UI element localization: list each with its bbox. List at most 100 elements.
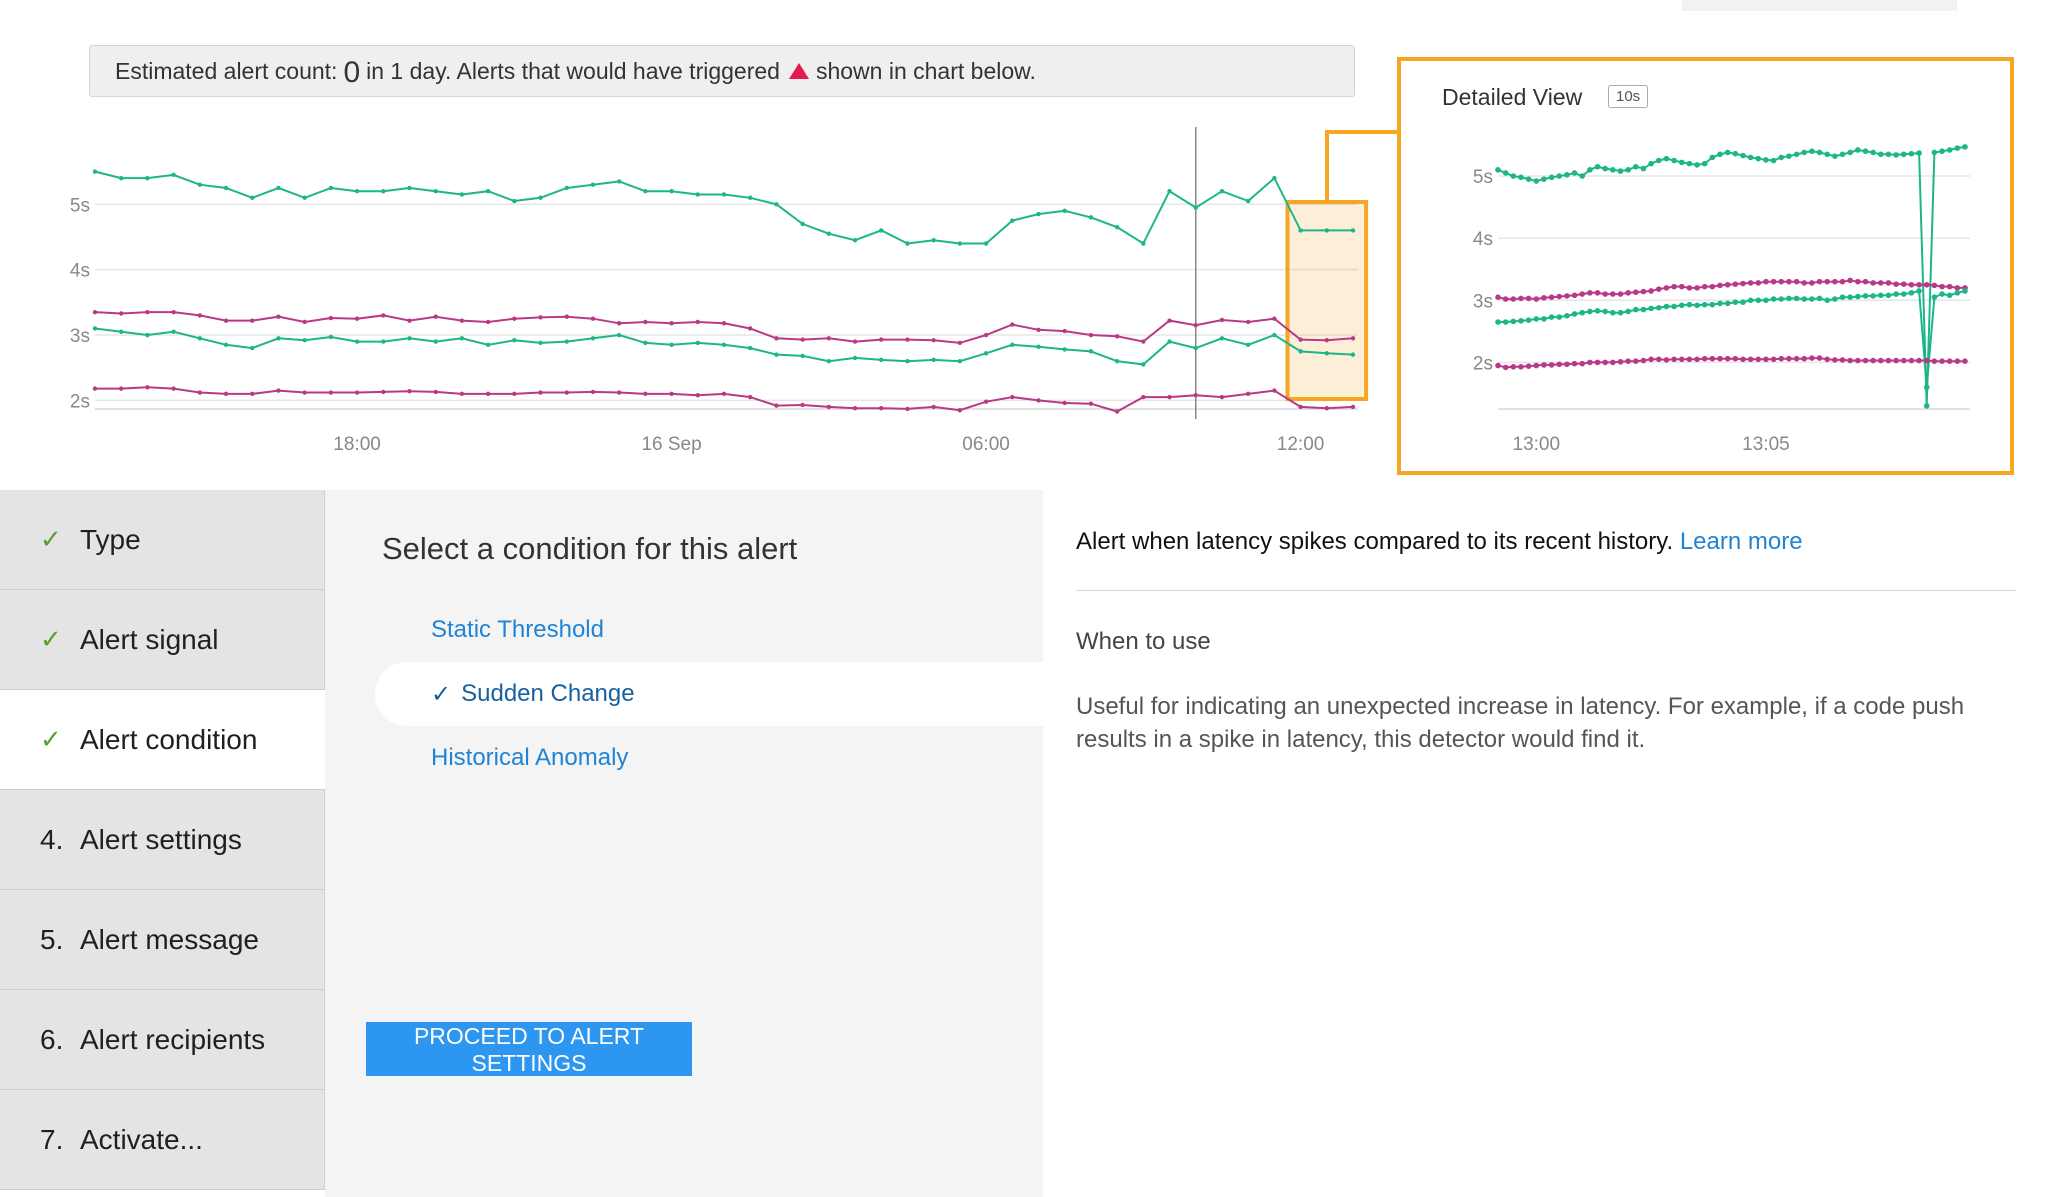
series-point	[1954, 358, 1961, 364]
option-historical-anomaly[interactable]: Historical Anomaly	[325, 726, 1043, 790]
option-label: Historical Anomaly	[431, 744, 629, 771]
series-point	[1564, 293, 1570, 299]
series-point	[1678, 159, 1685, 166]
step-number: 7.	[40, 1123, 64, 1155]
series-point	[905, 337, 910, 342]
series-point	[1855, 147, 1861, 153]
series-point	[1579, 173, 1586, 179]
series-point	[328, 315, 334, 321]
proceed-to-alert-settings-button[interactable]: PROCEED TO ALERT SETTINGS	[366, 1022, 692, 1076]
series-point	[1847, 294, 1853, 300]
step-alert-settings[interactable]: 4. Alert settings	[0, 790, 325, 890]
series-point	[1625, 290, 1631, 296]
main-latency-chart[interactable]: 5s 4s 3s 2s 18:00 16 Sep 06:00 12:00	[0, 110, 1380, 460]
series-point	[1747, 154, 1754, 161]
series-point	[1877, 280, 1884, 286]
series-point	[1893, 281, 1899, 287]
series-point	[485, 391, 491, 397]
series-point	[1870, 280, 1876, 286]
series-point	[957, 407, 963, 413]
series-point	[1946, 358, 1953, 364]
series-point	[1610, 309, 1616, 316]
check-icon: ✓	[40, 724, 62, 754]
series-point	[1816, 149, 1823, 156]
series-point	[1954, 145, 1961, 151]
series-point	[616, 179, 622, 184]
series-point	[512, 316, 517, 321]
series-point	[774, 202, 779, 207]
series-point	[1701, 355, 1708, 362]
series-point	[774, 336, 779, 341]
series-point	[1671, 356, 1677, 363]
series-point	[1786, 295, 1792, 302]
series-point	[1900, 357, 1907, 364]
series-point	[957, 241, 963, 246]
series-point	[826, 404, 832, 410]
option-static-threshold[interactable]: Static Threshold	[325, 598, 1043, 662]
step-alert-signal[interactable]: ✓ Alert signal	[0, 590, 325, 690]
series-point	[276, 388, 281, 393]
series-point	[1747, 297, 1754, 304]
series-line-3	[1498, 289, 1966, 388]
y-tick-label: 5s	[1473, 167, 1493, 188]
y-tick-label: 3s	[70, 326, 90, 347]
detail-view-chart[interactable]: 5s 4s 3s 2s 13:00 13:05	[1397, 57, 2014, 475]
series-point	[1686, 285, 1693, 291]
series-point	[197, 336, 203, 341]
series-point	[1755, 356, 1762, 363]
series-point	[983, 351, 989, 356]
series-point	[1548, 362, 1555, 368]
series-point	[669, 189, 674, 194]
series-point	[905, 358, 910, 364]
series-point	[1763, 278, 1769, 285]
option-sudden-change[interactable]: ✓ Sudden Change	[375, 662, 1043, 726]
series-point	[826, 336, 832, 341]
series-point	[1694, 302, 1700, 309]
series-point	[983, 399, 989, 404]
series-point	[1678, 283, 1685, 290]
series-point	[1571, 311, 1578, 317]
series-point	[1671, 157, 1677, 164]
step-type[interactable]: ✓ Type	[0, 490, 325, 590]
series-point	[1701, 301, 1708, 308]
series-point	[1747, 356, 1754, 363]
series-point	[1579, 360, 1586, 367]
alert-count: 0	[343, 56, 361, 89]
series-point	[1548, 314, 1555, 320]
series-point	[1088, 401, 1094, 406]
step-number: 6.	[40, 1023, 64, 1055]
series-point	[1640, 306, 1647, 313]
series-point	[1709, 301, 1716, 308]
series-point	[1272, 175, 1277, 181]
series-point	[695, 340, 700, 346]
series-point	[1010, 394, 1015, 400]
series-point	[1724, 355, 1731, 362]
series-point	[957, 340, 963, 346]
series-point	[1847, 149, 1853, 156]
step-alert-recipients[interactable]: 6. Alert recipients	[0, 990, 325, 1090]
series-point	[119, 386, 124, 391]
series-point	[695, 392, 700, 398]
series-point	[1855, 278, 1861, 285]
step-alert-message[interactable]: 5. Alert message	[0, 890, 325, 990]
series-point	[1717, 151, 1723, 158]
series-point	[1571, 292, 1578, 299]
series-point	[1770, 296, 1777, 302]
series-point	[1770, 278, 1777, 285]
series-point	[459, 336, 465, 341]
series-point	[800, 221, 805, 227]
series-point	[1832, 357, 1838, 363]
series-point	[1724, 300, 1731, 307]
series-point	[92, 169, 98, 174]
step-alert-condition[interactable]: ✓ Alert condition	[0, 690, 325, 790]
series-point	[1877, 292, 1884, 299]
series-point	[485, 319, 491, 325]
series-point	[1732, 299, 1739, 305]
learn-more-link[interactable]: Learn more	[1679, 528, 1803, 555]
series-point	[1939, 358, 1945, 364]
series-point	[1663, 303, 1670, 310]
series-point	[1694, 356, 1700, 363]
series-point	[1036, 211, 1041, 217]
step-activate[interactable]: 7. Activate...	[0, 1090, 325, 1190]
series-point	[1602, 359, 1608, 366]
